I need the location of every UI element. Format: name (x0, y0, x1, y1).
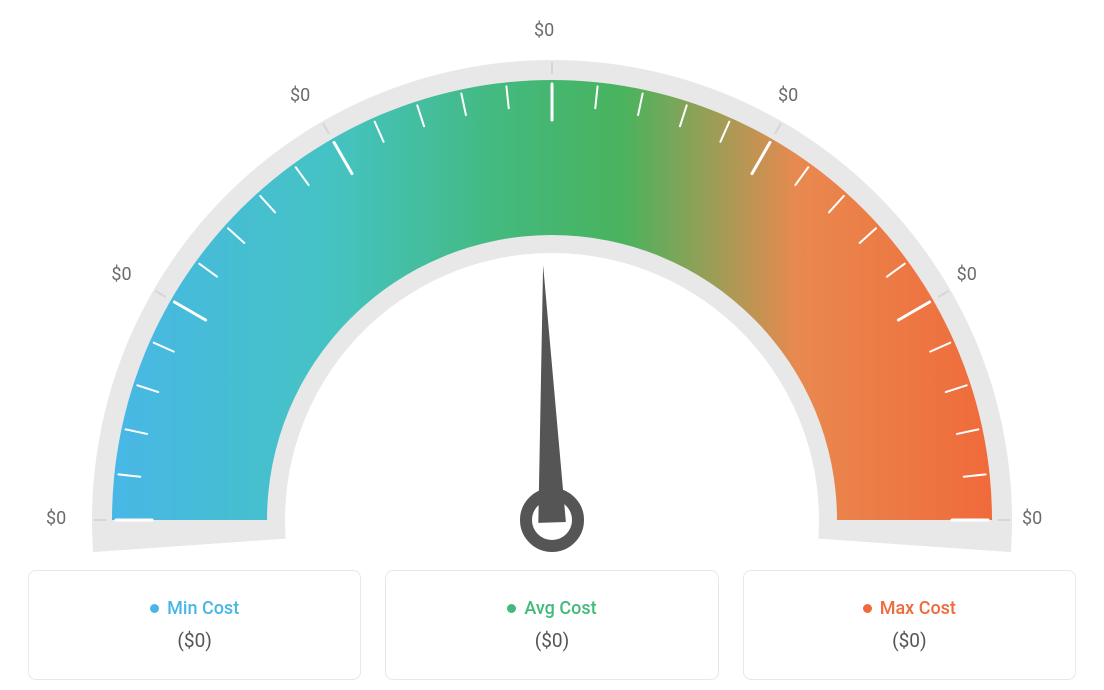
legend-value-avg: ($0) (535, 629, 569, 652)
legend-dot-avg (507, 604, 516, 613)
legend-card-max: Max Cost ($0) (743, 570, 1076, 680)
legend-row: Min Cost ($0) Avg Cost ($0) Max Cost ($0… (0, 570, 1104, 680)
cost-gauge-container: $0 $0 $0 $0 $0 $0 $0 Min Cost ($0) Avg Cost ($… (0, 0, 1104, 690)
legend-label-avg: Avg Cost (524, 598, 596, 619)
gauge-axis-label: $0 (534, 20, 554, 41)
legend-value-max: ($0) (892, 629, 926, 652)
legend-card-min: Min Cost ($0) (28, 570, 361, 680)
gauge-axis-label: $0 (290, 85, 310, 106)
legend-label-min: Min Cost (167, 598, 239, 619)
gauge-axis-label: $0 (1022, 508, 1042, 529)
legend-card-avg: Avg Cost ($0) (385, 570, 718, 680)
legend-title-avg: Avg Cost (507, 598, 596, 619)
gauge-axis-label: $0 (46, 508, 66, 529)
legend-title-max: Max Cost (863, 598, 956, 619)
legend-label-max: Max Cost (880, 598, 956, 619)
gauge-chart: $0 $0 $0 $0 $0 $0 $0 (0, 0, 1104, 560)
legend-title-min: Min Cost (150, 598, 239, 619)
gauge-svg (0, 0, 1104, 560)
gauge-axis-label: $0 (778, 85, 798, 106)
legend-dot-max (863, 604, 872, 613)
gauge-axis-label: $0 (111, 264, 131, 285)
legend-dot-min (150, 604, 159, 613)
legend-value-min: ($0) (177, 629, 211, 652)
gauge-axis-label: $0 (957, 264, 977, 285)
